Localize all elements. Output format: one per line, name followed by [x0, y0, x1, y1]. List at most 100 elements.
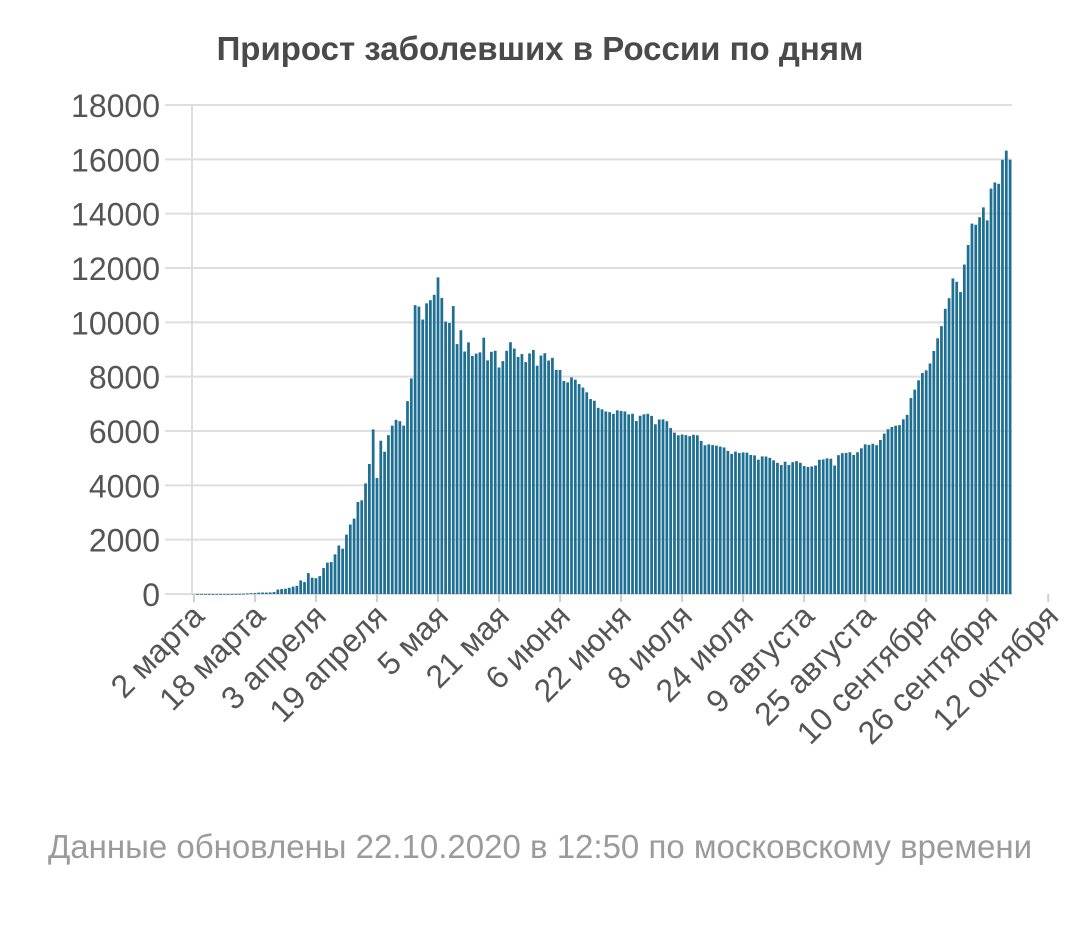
bar [322, 568, 325, 594]
bar [303, 582, 306, 594]
bar [516, 356, 520, 594]
bar [1001, 159, 1004, 594]
bar [352, 518, 356, 594]
bar [749, 454, 753, 594]
bar [196, 594, 200, 595]
bar [390, 425, 394, 594]
bar [608, 412, 611, 594]
bar [524, 362, 528, 594]
bar [970, 223, 974, 595]
bar [818, 459, 821, 594]
bar [364, 483, 367, 594]
bar [554, 369, 558, 594]
bar [257, 592, 261, 594]
bar [581, 387, 585, 594]
bar [692, 434, 695, 594]
bar [226, 594, 230, 595]
bar [604, 411, 608, 594]
bar [200, 594, 203, 595]
bar [444, 321, 447, 594]
bar [348, 524, 352, 594]
bar [657, 419, 661, 594]
bar [249, 593, 253, 594]
bar [417, 306, 421, 594]
y-tick-label: 10000 [71, 305, 160, 341]
bar [955, 281, 959, 594]
daily-cases-chart: 0 2000 4000 6000 8000 10000 12000 14000 16000 180… [71, 88, 1065, 751]
bar [486, 360, 489, 594]
bar [219, 594, 222, 595]
bar [882, 433, 886, 594]
bars [192, 150, 1012, 595]
bar [757, 459, 760, 594]
bar [306, 573, 310, 594]
bar [905, 414, 909, 594]
bar [558, 369, 562, 594]
bar [787, 465, 791, 594]
bar [242, 593, 245, 595]
bar [253, 593, 257, 594]
bar [570, 377, 573, 594]
bar [345, 534, 348, 594]
bar [921, 373, 924, 594]
bar [932, 350, 936, 594]
bar [776, 462, 779, 594]
bar [375, 478, 379, 594]
bar [265, 592, 268, 594]
bar [646, 413, 650, 594]
bar [440, 297, 444, 594]
bar [726, 450, 730, 594]
bar [879, 439, 882, 594]
bar [413, 305, 417, 594]
bar [974, 224, 978, 594]
bar [573, 379, 577, 594]
bar [451, 306, 455, 594]
bar [280, 589, 283, 594]
bar [593, 400, 596, 594]
bar [764, 456, 768, 594]
bar [421, 319, 425, 594]
bar [478, 352, 482, 594]
bar [688, 436, 692, 594]
bar [379, 440, 383, 594]
bar [783, 461, 787, 594]
y-tick-label: 0 [142, 577, 160, 613]
bar [371, 429, 375, 594]
bar [562, 380, 566, 594]
bar [661, 419, 665, 594]
bar [699, 440, 703, 594]
bar [985, 220, 989, 594]
bar [718, 446, 722, 594]
bar [356, 501, 360, 594]
bar [928, 363, 932, 594]
bar [730, 453, 734, 594]
bar [329, 562, 333, 594]
bar [676, 435, 680, 594]
bar [684, 435, 688, 594]
bar [497, 367, 501, 594]
bar [962, 264, 966, 594]
bar [234, 593, 238, 595]
y-axis-ticks: 0 2000 4000 6000 8000 10000 12000 14000 16000 180… [71, 88, 160, 613]
bar [940, 326, 943, 594]
bar [509, 342, 512, 594]
bar [810, 466, 814, 594]
bar [455, 344, 459, 594]
bar [871, 443, 875, 594]
bar [245, 593, 249, 595]
bar [798, 462, 802, 594]
bar [734, 451, 737, 594]
bar [207, 594, 211, 595]
y-tick-label: 4000 [89, 468, 160, 504]
bar [383, 451, 386, 594]
bar [642, 414, 646, 594]
bar [802, 466, 806, 594]
bar [291, 586, 295, 594]
bar [436, 277, 440, 594]
bar [577, 384, 581, 594]
bar [760, 456, 764, 594]
bar [203, 594, 207, 595]
bar [230, 593, 234, 595]
bar [745, 452, 749, 594]
bar [978, 217, 981, 594]
